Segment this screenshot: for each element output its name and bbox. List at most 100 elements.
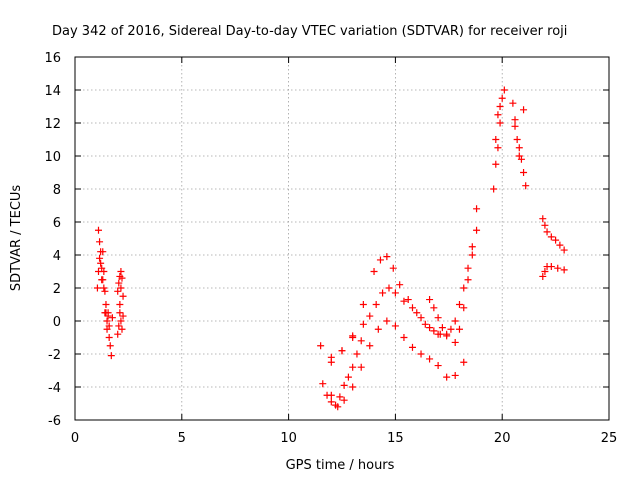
data-point — [117, 284, 125, 292]
data-point — [494, 111, 502, 119]
data-point — [443, 373, 451, 381]
chart-title: Day 342 of 2016, Sidereal Day-to-day VTE… — [52, 24, 567, 39]
data-point — [102, 301, 110, 308]
series-arc-3-upper — [317, 253, 444, 361]
data-point — [383, 253, 391, 261]
axis-ticks — [74, 56, 610, 421]
data-point — [108, 314, 116, 322]
data-point — [494, 144, 502, 152]
data-point — [443, 330, 451, 338]
data-point — [366, 342, 374, 350]
data-point — [451, 317, 459, 325]
series-arc-2 — [114, 268, 127, 338]
x-tick-labels: 0 5 10 15 20 25 — [71, 431, 617, 446]
data-point — [492, 160, 500, 168]
x-tick-label: 15 — [387, 431, 404, 446]
x-axis-label: GPS time / hours — [286, 458, 395, 473]
data-point — [349, 383, 357, 391]
data-point — [100, 284, 108, 292]
data-point — [114, 287, 122, 295]
data-point — [117, 317, 125, 325]
data-point — [104, 309, 112, 317]
data-point — [103, 317, 111, 325]
data-point — [94, 226, 102, 234]
data-point — [413, 309, 421, 317]
data-point — [490, 185, 498, 193]
data-point — [556, 241, 564, 249]
data-point — [552, 236, 560, 244]
data-point — [105, 322, 113, 330]
data-point — [496, 103, 504, 110]
y-tick-label: -2 — [48, 348, 61, 363]
data-point — [317, 342, 325, 350]
data-point — [417, 350, 425, 358]
data-point — [97, 248, 105, 256]
data-point — [396, 281, 404, 289]
data-point — [543, 228, 551, 236]
data-point — [426, 355, 434, 363]
data-point — [400, 297, 408, 305]
data-point — [560, 246, 568, 254]
data-point — [522, 182, 530, 190]
data-point — [105, 334, 113, 341]
data-points — [93, 86, 568, 411]
data-point — [541, 221, 549, 229]
data-point — [372, 301, 380, 308]
series-arc-7 — [539, 215, 568, 280]
data-point — [421, 320, 429, 328]
data-point — [560, 266, 568, 274]
data-point — [118, 325, 126, 333]
data-point — [520, 106, 528, 114]
data-point — [107, 352, 115, 360]
data-point — [511, 116, 519, 124]
data-point — [366, 312, 374, 320]
data-point — [515, 152, 523, 160]
data-point — [473, 205, 481, 213]
data-point — [117, 268, 125, 275]
x-tick-label: 10 — [280, 431, 297, 446]
data-point — [408, 343, 416, 351]
data-point — [327, 358, 335, 366]
data-point — [370, 268, 378, 275]
data-point — [340, 381, 348, 389]
data-point — [327, 398, 335, 406]
data-point — [468, 251, 476, 259]
series-arc-3-middle — [327, 284, 451, 366]
data-point — [119, 312, 127, 320]
data-point — [357, 337, 365, 345]
y-tick-label: -4 — [48, 381, 61, 396]
data-point — [349, 363, 357, 371]
data-point — [434, 362, 442, 370]
data-point — [385, 284, 393, 292]
data-point — [97, 259, 105, 267]
series-arc-3-lower — [327, 317, 468, 411]
x-tick-label: 20 — [494, 431, 511, 446]
data-point — [319, 380, 327, 388]
series-arc-4b — [451, 226, 481, 346]
data-point — [513, 136, 521, 143]
x-tick-label: 0 — [71, 431, 79, 446]
y-tick-label: 0 — [53, 315, 61, 330]
data-point — [374, 325, 382, 333]
data-point — [344, 373, 352, 381]
data-point — [451, 371, 459, 379]
data-point — [100, 268, 108, 275]
grid-lines — [75, 57, 609, 420]
data-point — [541, 268, 549, 275]
data-point — [426, 324, 434, 332]
series-arc-6 — [509, 99, 530, 190]
data-point — [119, 292, 127, 300]
data-point — [511, 122, 519, 130]
data-point — [116, 309, 124, 317]
data-point — [496, 119, 504, 127]
data-point — [336, 393, 344, 401]
data-point — [116, 301, 124, 308]
data-point — [554, 264, 562, 272]
data-point — [464, 276, 472, 284]
data-point — [417, 314, 425, 322]
data-point — [426, 296, 434, 304]
data-point — [460, 304, 468, 312]
data-point — [349, 334, 357, 341]
data-point — [391, 289, 399, 297]
